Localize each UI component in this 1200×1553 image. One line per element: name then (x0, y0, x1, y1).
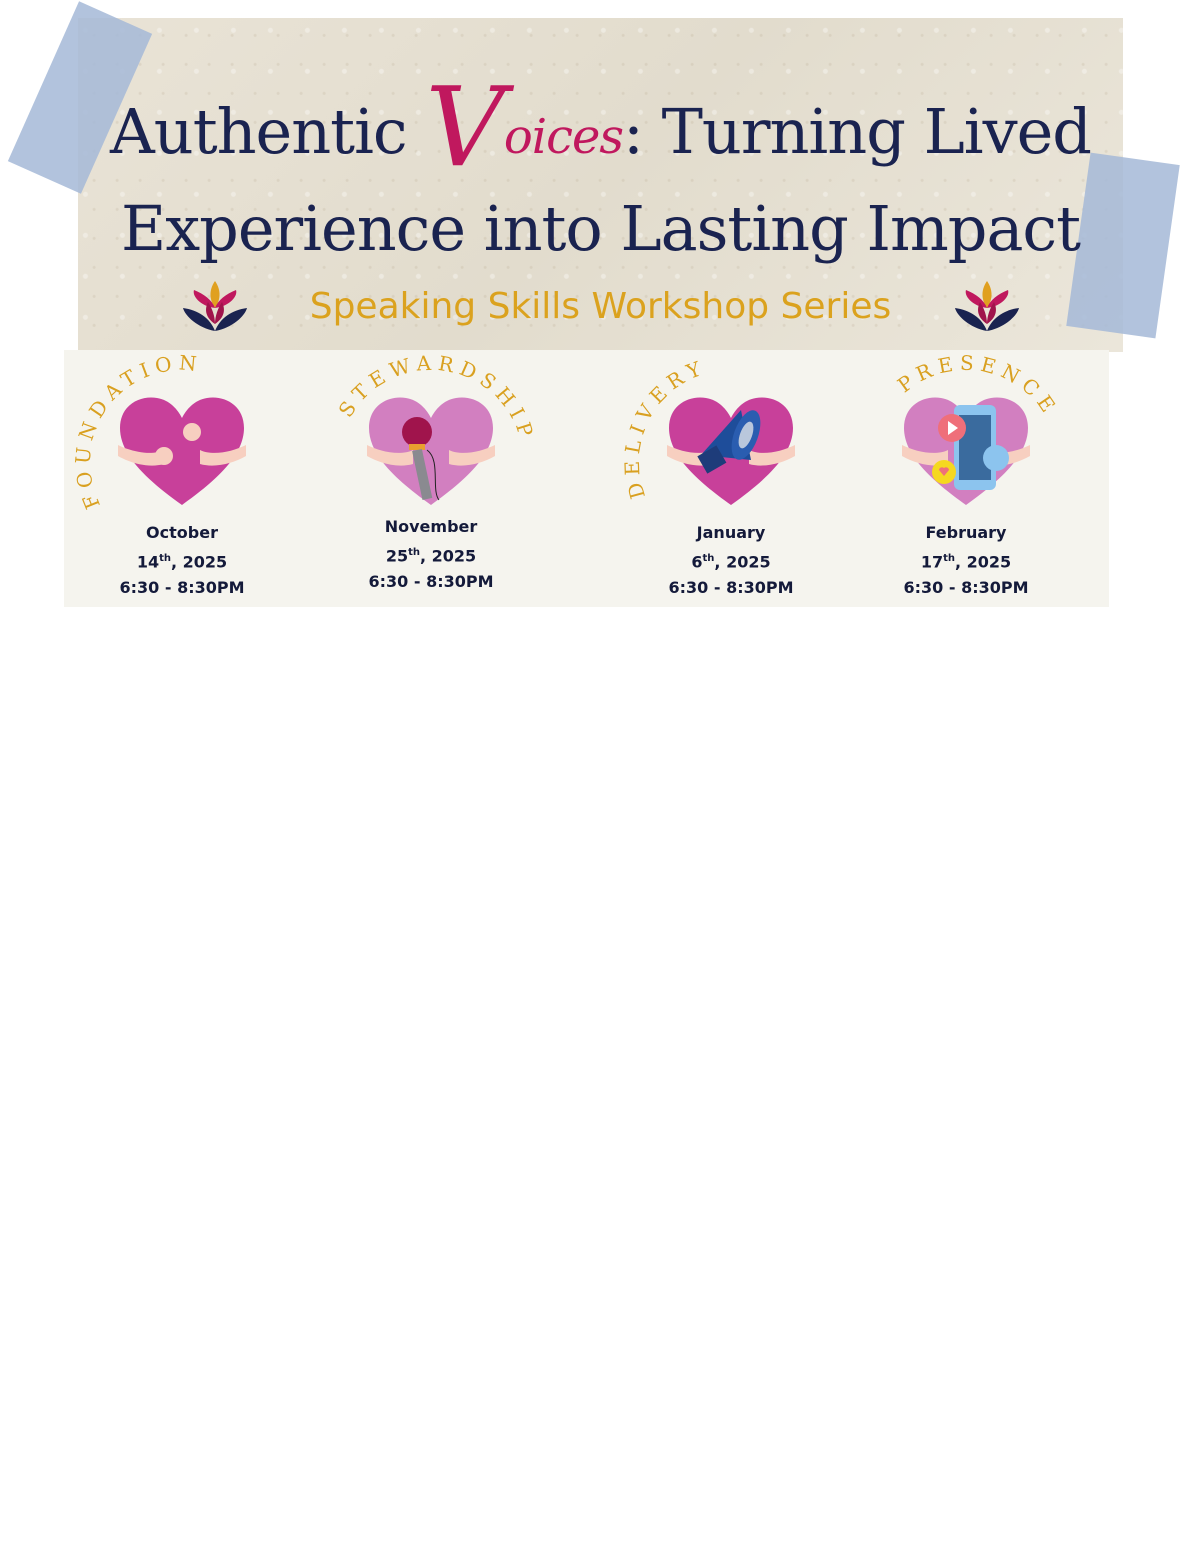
session-day: 17th, 2025 (920, 552, 1012, 572)
lotus-icon (183, 281, 247, 331)
session-presence: PRESENCE February 17th, 2025 6:30 - 8:30… (836, 350, 1096, 607)
session-month: January (696, 523, 766, 542)
session-month: October (146, 523, 218, 542)
heart-phone-icon: PRESENCE (893, 351, 1057, 505)
session-time: 6:30 - 8:30PM (668, 578, 794, 598)
lotus-icon (955, 281, 1019, 331)
session-time: 6:30 - 8:30PM (903, 578, 1029, 598)
heart-megaphone-icon: DELIVERY (620, 355, 795, 505)
title-script-word: Voices (425, 63, 624, 191)
heart-microphone-icon: STEWARDSHIP (334, 351, 534, 505)
session-delivery: DELIVERY January 6th, 2025 6:30 - 8:30PM (601, 350, 861, 607)
session-time: 6:30 - 8:30PM (119, 578, 245, 598)
title-banner (78, 18, 1123, 352)
title-line-1: Authentic Voices: Turning Lived (110, 63, 1092, 191)
session-stewardship: STEWARDSHIP November 25th, 2025 6:30 - 8… (301, 350, 561, 607)
subtitle: Speaking Skills Workshop Series (309, 286, 892, 327)
session-foundation: FOUNDATION October 14th, 2025 6:30 - 8:3… (52, 350, 312, 607)
hugging-heart-icon: FOUNDATION (70, 350, 246, 513)
title-line-2: Experience into Lasting Impact (120, 192, 1081, 265)
session-month: November (384, 517, 478, 536)
session-time: 6:30 - 8:30PM (368, 572, 494, 592)
session-date: January 6th, 2025 6:30 - 8:30PM (601, 520, 861, 601)
session-month: February (925, 523, 1007, 542)
session-day: 25th, 2025 (385, 546, 477, 566)
session-date: February 17th, 2025 6:30 - 8:30PM (836, 520, 1096, 601)
session-day: 14th, 2025 (136, 552, 228, 572)
session-day: 6th, 2025 (691, 552, 771, 572)
session-date: October 14th, 2025 6:30 - 8:30PM (52, 520, 312, 601)
session-date: November 25th, 2025 6:30 - 8:30PM (301, 514, 561, 595)
